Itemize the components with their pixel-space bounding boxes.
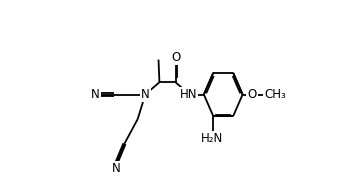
Text: N: N xyxy=(141,88,150,101)
Text: N: N xyxy=(91,88,100,101)
Text: O: O xyxy=(171,51,180,64)
Text: HN: HN xyxy=(180,88,198,101)
Text: CH₃: CH₃ xyxy=(264,88,286,101)
Text: H₂N: H₂N xyxy=(201,132,224,145)
Text: O: O xyxy=(247,88,257,101)
Text: N: N xyxy=(112,162,120,175)
